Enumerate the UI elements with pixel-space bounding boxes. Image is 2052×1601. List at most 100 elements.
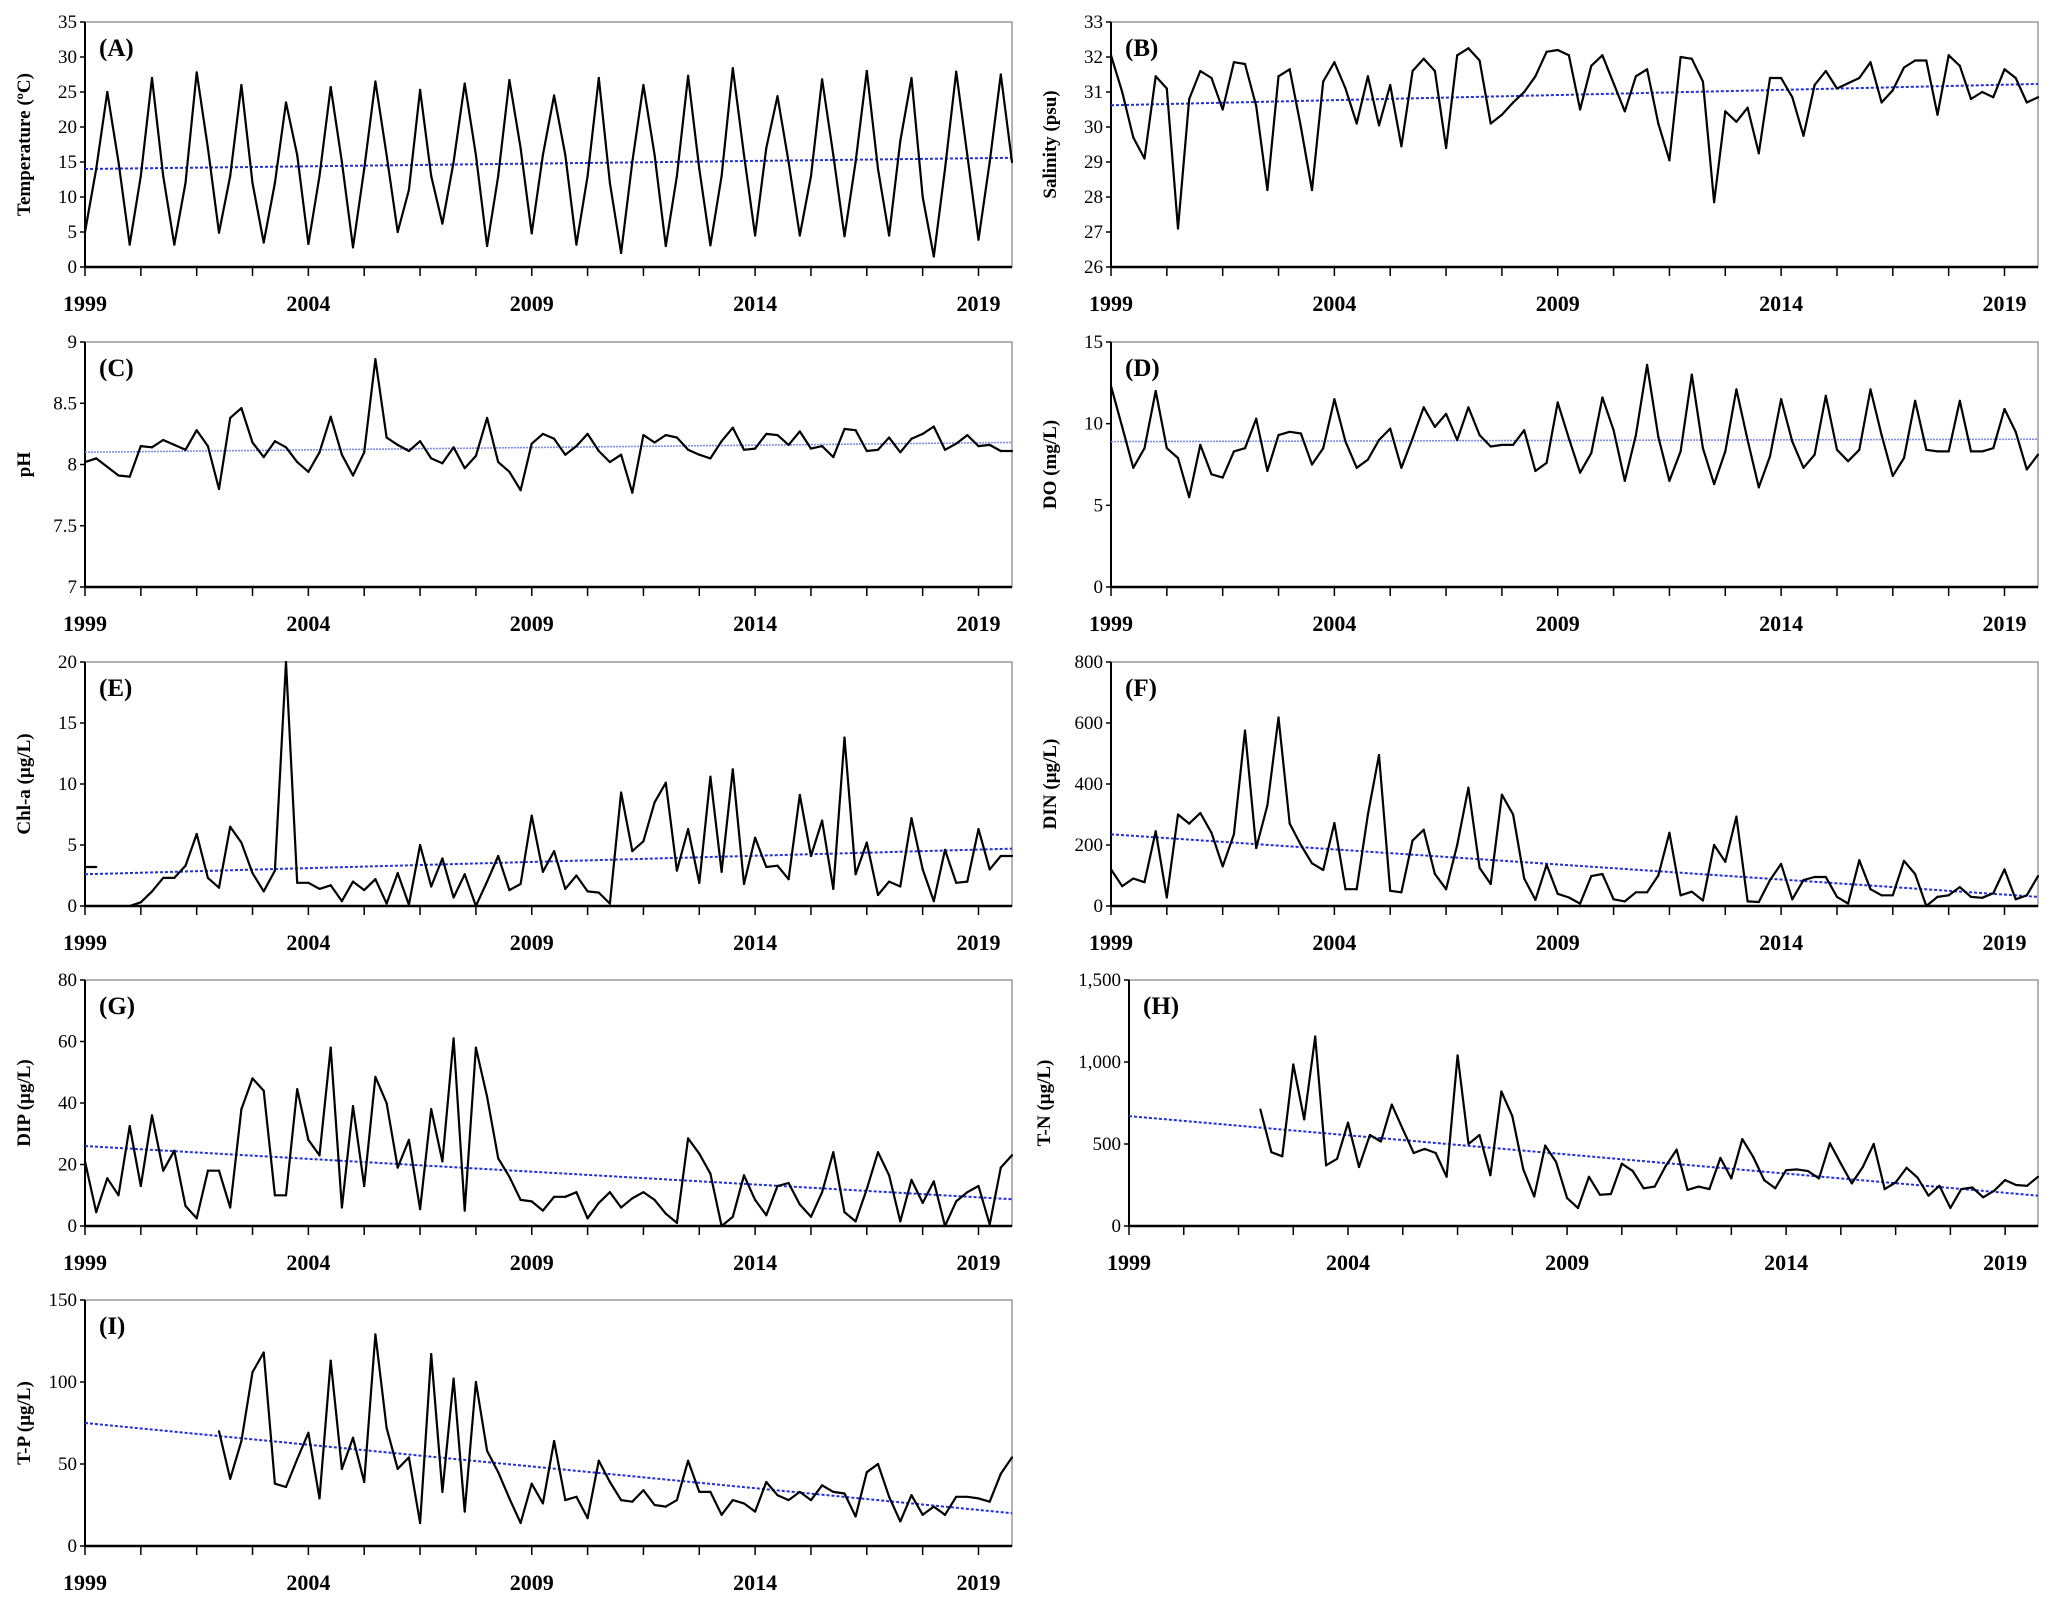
data-point (240, 1108, 243, 1111)
data-point (1936, 450, 1939, 453)
data-point (999, 1166, 1002, 1169)
data-point (1657, 874, 1660, 877)
y-tick-label: 15 (58, 713, 77, 734)
data-point (966, 434, 969, 437)
data-point (1109, 868, 1113, 871)
data-point (564, 1195, 567, 1198)
data-point (1355, 466, 1358, 469)
y-axis-title: Temperature (ºC) (14, 73, 35, 216)
data-point (374, 1075, 377, 1078)
data-point (1891, 474, 1894, 478)
data-point (284, 1194, 288, 1197)
data-point (418, 1207, 422, 1211)
data-series-line (1109, 47, 2039, 230)
data-point (1981, 896, 1984, 899)
data-point (262, 456, 265, 459)
data-point (1210, 473, 1213, 476)
data-point (1578, 471, 1582, 474)
data-point (854, 160, 857, 164)
data-point (932, 900, 935, 903)
data-point (1645, 891, 1649, 894)
data-point (407, 903, 410, 906)
data-point (888, 1495, 891, 1498)
data-point (742, 448, 746, 451)
data-point (519, 1521, 522, 1525)
data-point (1958, 64, 1961, 67)
data-point (619, 1206, 623, 1209)
y-tick-label: 150 (49, 1290, 78, 1311)
data-point (418, 440, 422, 443)
data-point (1210, 76, 1213, 80)
data-point (865, 449, 868, 453)
data-point (1828, 1142, 1832, 1145)
data-point (1478, 866, 1481, 869)
data-point (1612, 82, 1615, 85)
data-point (1489, 882, 1492, 886)
data-point (1232, 450, 1235, 453)
data-point (787, 1181, 790, 1185)
data-point (988, 443, 991, 446)
data-point (642, 840, 645, 843)
data-point (619, 791, 623, 794)
data-point (284, 101, 288, 104)
data-point (876, 1462, 880, 1466)
data-point (407, 1138, 410, 1141)
data-point (1489, 1174, 1492, 1177)
data-point (1982, 1196, 1985, 1199)
data-point (787, 878, 790, 881)
data-point (1891, 89, 1894, 92)
data-point (754, 1510, 757, 1513)
data-point (1690, 373, 1693, 376)
data-point (1522, 1168, 1525, 1171)
data-point (1992, 892, 1995, 895)
data-point (575, 445, 578, 448)
data-point (1981, 90, 1984, 94)
data-point (1824, 875, 1827, 879)
data-point (1411, 437, 1414, 440)
y-tick-label: 50 (58, 1454, 77, 1475)
data-point (262, 1089, 265, 1092)
y-tick-label: 27 (1084, 222, 1103, 243)
y-tick-label: 100 (49, 1372, 78, 1393)
data-point (575, 1495, 578, 1498)
data-point (1958, 399, 1961, 402)
data-point (1344, 440, 1347, 443)
y-tick-label: 26 (1084, 257, 1103, 278)
chart-panel-f: 0 200 400 600 800 1999 2004 2009 2014 2019 DIN (µg… (1040, 652, 2040, 955)
data-point (1645, 363, 1649, 366)
data-point (1902, 859, 1906, 862)
data-point (340, 160, 343, 164)
data-point (1802, 466, 1805, 469)
data-point (832, 1490, 835, 1493)
data-point (217, 487, 221, 491)
data-point (1713, 843, 1716, 847)
data-point (943, 167, 947, 171)
y-axis-title: pH (14, 452, 35, 478)
data-point (385, 436, 388, 439)
x-tick-label: 2014 (733, 930, 777, 955)
data-point (329, 884, 332, 887)
data-point (586, 890, 589, 893)
data-point (1657, 122, 1660, 125)
data-point (1601, 872, 1604, 876)
data-point (1925, 59, 1928, 62)
data-point (709, 1490, 712, 1493)
y-tick-label: 0 (68, 896, 78, 917)
data-point (1533, 1195, 1536, 1198)
data-point (95, 865, 98, 869)
data-point (1623, 479, 1626, 482)
data-point (854, 429, 857, 432)
data-point (977, 1497, 980, 1500)
data-point (1143, 881, 1146, 884)
data-point (765, 432, 768, 435)
data-point (508, 889, 511, 892)
data-point (441, 222, 444, 225)
data-point (709, 244, 712, 247)
data-point (508, 470, 511, 473)
data-point (385, 1101, 388, 1105)
data-point (1401, 1128, 1404, 1131)
data-point (1701, 80, 1705, 83)
data-point (1165, 447, 1168, 450)
data-point (217, 231, 221, 234)
data-point (888, 880, 891, 883)
